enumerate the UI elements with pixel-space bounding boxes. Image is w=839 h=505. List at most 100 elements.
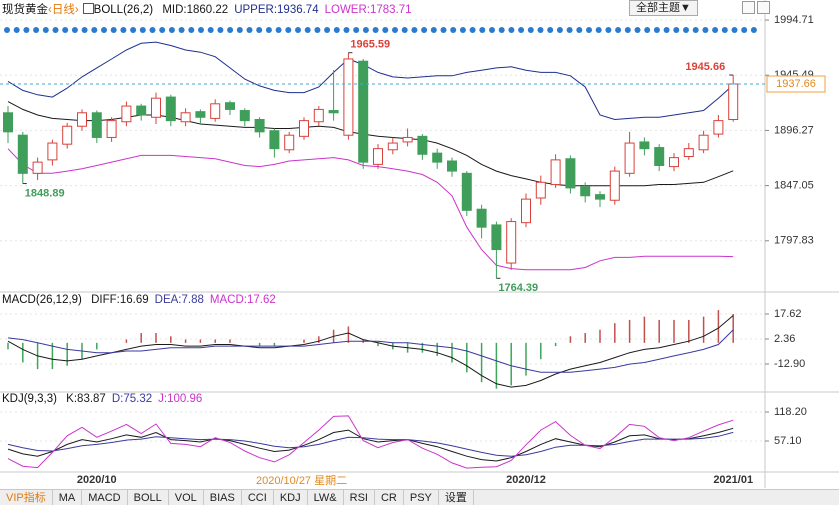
candle-body (3, 112, 13, 133)
indicator-tab[interactable]: MA (53, 490, 83, 505)
candle-body (550, 159, 561, 186)
candle-body (62, 125, 73, 145)
event-marker (13, 27, 20, 33)
indicator-tab[interactable]: CCI (242, 490, 274, 505)
annotation: 1945.66 (685, 61, 725, 73)
legend-name: MACD (209, 294, 244, 306)
event-marker (198, 27, 204, 33)
event-marker (130, 27, 137, 33)
legend-name: DIFF (91, 294, 117, 306)
y-tick-label: 17.62 (774, 308, 802, 320)
indicator-tab[interactable]: BIAS (204, 490, 242, 505)
legend-name: D (111, 393, 121, 405)
legend: DIFF:16.69 DEA:7.88 MACD: 17.62 (85, 294, 276, 306)
event-marker (421, 27, 428, 33)
candle-body (313, 108, 324, 123)
title: MACD(26,12,9) (2, 294, 82, 306)
legend-item: DEA:7.88 (155, 294, 204, 306)
indicator-tab[interactable]: VIP指标 (0, 490, 53, 505)
event-marker (721, 27, 728, 33)
main-header: 现货黄金‹日线› BOLL(26,2) MID:1860.22 UPPER:1936… (2, 1, 412, 17)
legend-value: 17.62 (246, 294, 276, 306)
candle-body (639, 141, 650, 150)
legend-separator: : (366, 4, 370, 16)
candle-body (210, 103, 221, 119)
event-marker (188, 27, 195, 33)
event-marker (71, 27, 78, 33)
event-marker (576, 27, 583, 33)
indicator-tab[interactable]: RSI (344, 490, 375, 505)
indicator-line (7, 148, 734, 271)
indicator-tab[interactable]: 设置 (439, 490, 474, 505)
y-tick-label: 118.20 (774, 406, 807, 418)
event-marker (518, 27, 525, 33)
indicator-line (7, 41, 734, 121)
event-marker (353, 27, 360, 33)
event-marker (401, 27, 408, 33)
legend: K:83.87 D:75.32 J:100.96 (60, 393, 202, 405)
legend-value: 100.96 (167, 393, 203, 405)
legend-value: 75.32 (123, 393, 153, 405)
candle-body (476, 208, 487, 228)
legend-separator: : (178, 294, 182, 306)
candle-body (106, 120, 117, 138)
event-marker (246, 27, 253, 33)
event-marker (120, 27, 127, 33)
title: KDJ(9,3,3) (2, 393, 57, 405)
candle-body (328, 110, 339, 114)
event-marker (634, 27, 641, 33)
indicator-icon[interactable] (82, 3, 94, 14)
event-marker (741, 27, 748, 33)
legend: MID:1860.22 UPPER:1936.74 LOWER:1783.71 (156, 4, 411, 16)
indicator: BOLL(26,2) (93, 4, 154, 16)
indicator-line (7, 427, 734, 462)
indicator-tab[interactable]: BOLL (128, 490, 169, 505)
event-marker (750, 27, 757, 33)
candle-body (373, 148, 383, 165)
candle-body (165, 96, 176, 122)
legend-separator: : (163, 393, 168, 405)
y-tick-label: 2.36 (774, 333, 795, 345)
event-marker (595, 27, 602, 33)
candle-body (151, 97, 161, 118)
candle-body (698, 134, 709, 151)
legend-item: D:75.32 (112, 393, 152, 405)
event-marker (702, 27, 709, 33)
indicator-tab[interactable]: CR (375, 490, 404, 505)
zoom-in-button[interactable] (757, 1, 770, 14)
event-marker (275, 27, 282, 33)
event-marker (227, 27, 234, 33)
legend-name: MID (162, 4, 184, 16)
indicator-line (7, 101, 734, 187)
event-marker (469, 27, 476, 33)
annotation: 1965.59 (350, 39, 390, 51)
indicator-tab[interactable]: KDJ (274, 490, 308, 505)
legend-name: UPPER (234, 4, 274, 16)
annotation: 1764.39 (498, 282, 538, 294)
event-marker (411, 27, 418, 33)
legend-item: DIFF:16.69 (91, 294, 149, 306)
candle-body (565, 158, 576, 189)
event-marker (33, 27, 40, 33)
indicator-tab[interactable]: LW& (308, 490, 344, 505)
event-marker (52, 27, 59, 33)
candle-body (461, 172, 472, 211)
indicator-tab[interactable]: VOL (169, 490, 204, 505)
event-marker (692, 27, 699, 33)
event-marker (556, 27, 563, 33)
theme-button[interactable]: 全部主题▼ (629, 0, 698, 16)
event-marker (508, 27, 515, 33)
event-marker (586, 27, 592, 33)
y-tick-label: 1994.71 (774, 14, 814, 26)
candle-body (121, 105, 132, 123)
event-marker (149, 27, 156, 33)
period[interactable]: ‹日线› (48, 4, 79, 16)
indicator-tab[interactable]: PSY (404, 490, 439, 505)
zoom-out-button[interactable] (742, 1, 755, 14)
event-marker (566, 27, 573, 33)
legend-item: LOWER:1783.71 (325, 4, 412, 16)
indicator-tab[interactable]: MACD (82, 490, 128, 505)
event-marker (207, 27, 214, 33)
x-tick-label: 2020/12 (506, 474, 546, 486)
